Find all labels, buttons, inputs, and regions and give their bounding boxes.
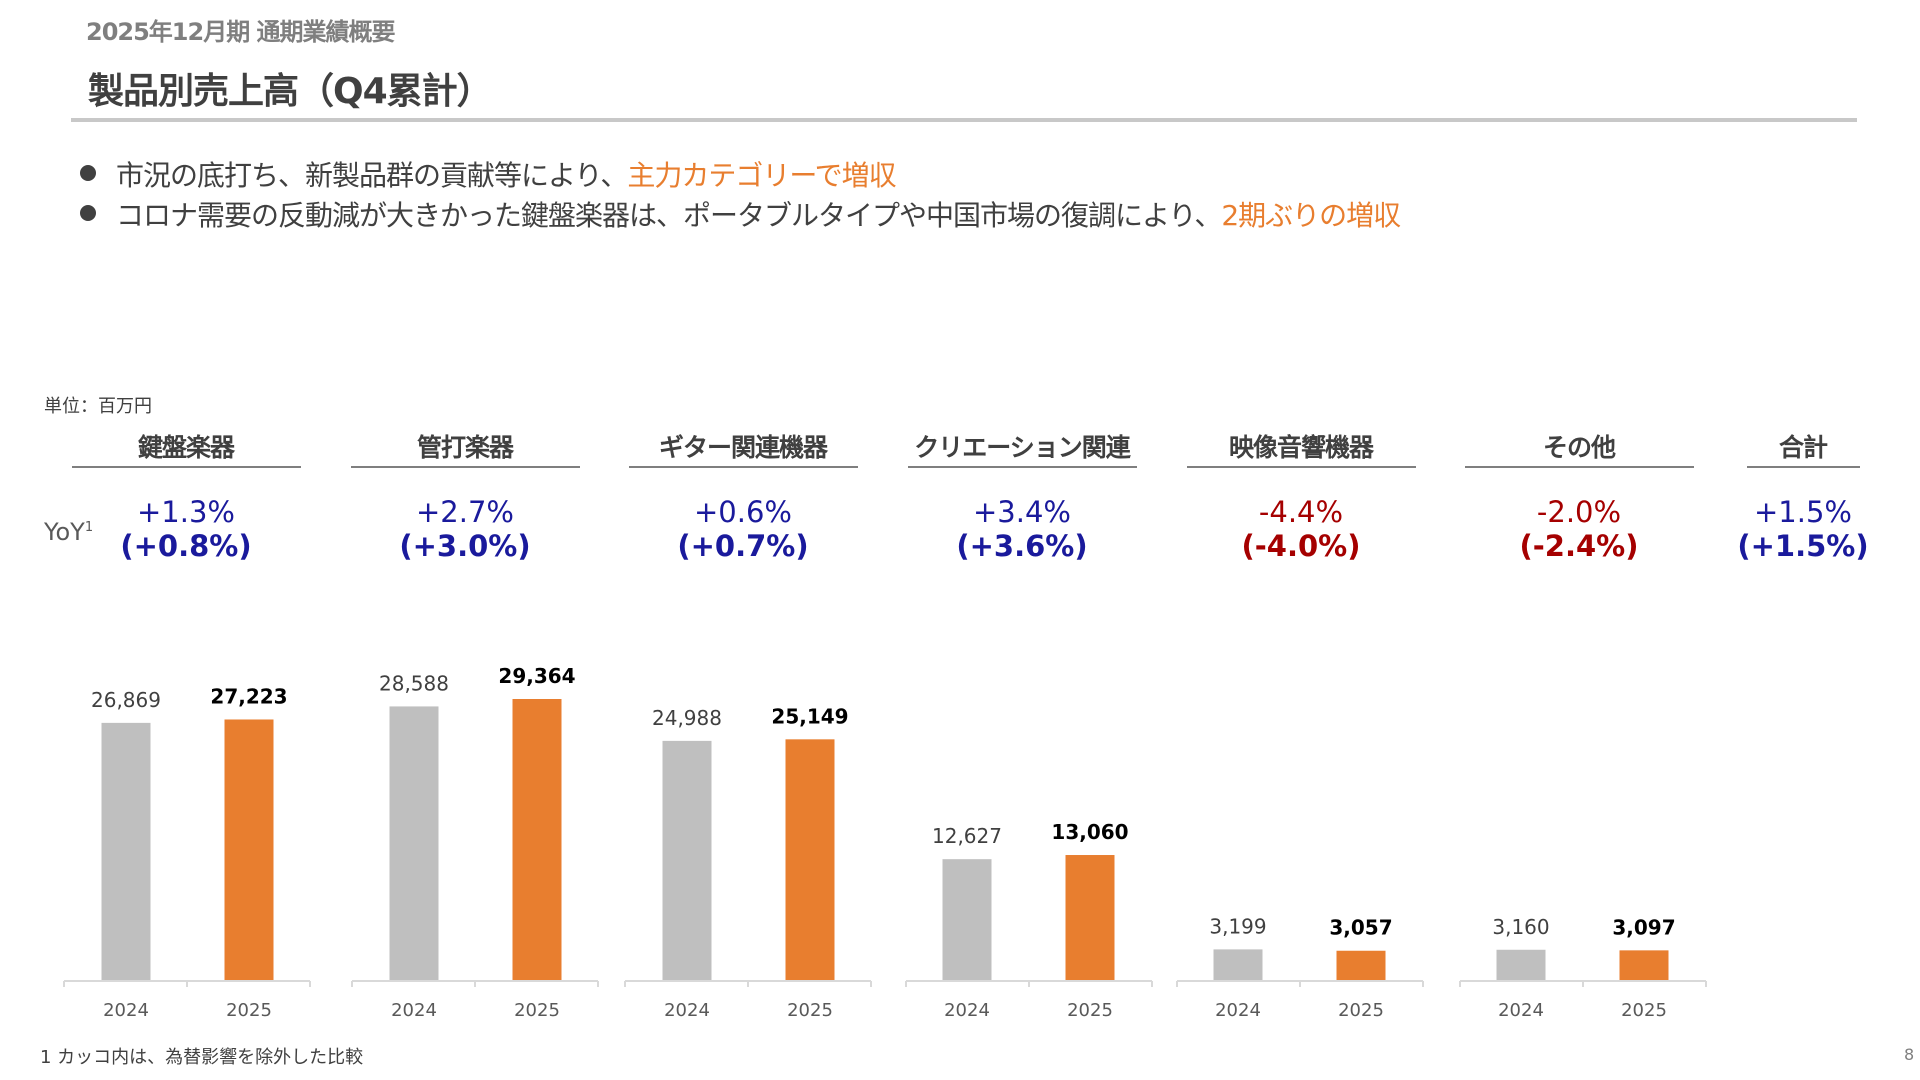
segment-header: 合計 <box>1746 428 1860 468</box>
title-divider <box>71 118 1857 122</box>
bar-2024 <box>1496 949 1546 980</box>
section-subtitle: 2025年12月期 通期業績概要 <box>86 18 396 46</box>
bar-2024 <box>101 722 151 980</box>
footnote: 1 カッコ内は、為替影響を除外した比較 <box>40 1047 364 1068</box>
x-tick-label: 2025 <box>1067 1000 1113 1021</box>
x-tick-label: 2025 <box>1338 1000 1384 1021</box>
segment-column: 映像音響機器 -4.4% (-4.0%) <box>1186 428 1416 563</box>
x-tick-label: 2024 <box>1215 1000 1261 1021</box>
yoy-value: -4.4% <box>1258 495 1344 529</box>
yoy-value: +0.6% <box>694 495 792 529</box>
bar-2024 <box>942 859 992 980</box>
segment-column: 鍵盤楽器 +1.3% (+0.8%) <box>71 428 301 563</box>
data-label: 3,160 <box>1492 915 1549 939</box>
segment-header: 映像音響機器 <box>1186 428 1416 468</box>
yoy-label: YoY1 <box>44 518 93 546</box>
x-tick-label: 2025 <box>226 1000 272 1021</box>
bullet-text: コロナ需要の反動減が大きかった鍵盤楽器は、ポータブルタイプや中国市場の復調により… <box>116 199 1222 232</box>
x-tick-label: 2024 <box>1498 1000 1544 1021</box>
data-label: 29,364 <box>498 664 575 688</box>
data-label: 28,588 <box>379 671 449 695</box>
bullet-dot-icon <box>80 205 96 221</box>
bar-2025 <box>224 719 274 980</box>
bar-2024 <box>389 706 439 980</box>
segment-column: クリエーション関連 +3.4% (+3.6%) <box>907 428 1137 563</box>
data-label: 25,149 <box>771 704 848 728</box>
segment-column: ギター関連機器 +0.6% (+0.7%) <box>628 428 858 563</box>
segment-header: ギター関連機器 <box>628 428 858 468</box>
data-label: 3,199 <box>1209 914 1266 938</box>
x-tick-label: 2025 <box>1621 1000 1667 1021</box>
yoy-value: +1.5% <box>1754 495 1852 529</box>
yoy-fx-adjusted-value: (+0.7%) <box>677 529 809 563</box>
bar-2024 <box>1213 949 1263 980</box>
x-tick-label: 2024 <box>391 1000 437 1021</box>
bar-2025 <box>1336 950 1386 980</box>
yoy-fx-adjusted-value: (+0.8%) <box>120 529 252 563</box>
bullet-text: 市況の底打ち、新製品群の貢献等により、 <box>116 159 628 192</box>
bullet-highlight: 2期ぶりの増収 <box>1221 199 1401 232</box>
x-tick-label: 2024 <box>664 1000 710 1021</box>
segment-column: その他 -2.0% (-2.4%) <box>1464 428 1694 563</box>
yoy-fx-adjusted-value: (-4.0%) <box>1241 529 1361 563</box>
data-label: 27,223 <box>210 684 287 708</box>
bar-2025 <box>1619 950 1669 980</box>
segment-header: クリエーション関連 <box>907 428 1137 468</box>
yoy-value: +2.7% <box>416 495 514 529</box>
yoy-fx-adjusted-value: (+3.6%) <box>956 529 1088 563</box>
data-label: 26,869 <box>91 688 161 712</box>
yoy-label-text: YoY <box>44 518 85 546</box>
bar-2024 <box>662 740 712 980</box>
yoy-fx-adjusted-value: (+1.5%) <box>1737 529 1869 563</box>
yoy-fx-adjusted-value: (+3.0%) <box>399 529 531 563</box>
bar-2025 <box>1065 855 1115 980</box>
x-tick-label: 2024 <box>944 1000 990 1021</box>
bullet-highlight: 主力カテゴリーで増収 <box>627 159 896 192</box>
data-label: 13,060 <box>1051 820 1128 844</box>
page-title: 製品別売上高（Q4累計） <box>88 71 493 112</box>
unit-label: 単位：百万円 <box>44 396 152 417</box>
bullet-1: 市況の底打ち、新製品群の貢献等により、主力カテゴリーで増収 <box>80 154 897 194</box>
segment-header: その他 <box>1464 428 1694 468</box>
data-label: 12,627 <box>932 824 1002 848</box>
page-number: 8 <box>1904 1045 1915 1064</box>
yoy-value: -2.0% <box>1536 495 1622 529</box>
data-label: 3,097 <box>1612 915 1675 939</box>
yoy-footnote-mark: 1 <box>84 520 94 535</box>
x-tick-label: 2025 <box>514 1000 560 1021</box>
yoy-value: +1.3% <box>137 495 235 529</box>
segment-header: 管打楽器 <box>350 428 580 468</box>
x-tick-label: 2025 <box>787 1000 833 1021</box>
bar-2025 <box>785 739 835 980</box>
data-label: 24,988 <box>652 706 722 730</box>
x-tick-label: 2024 <box>103 1000 149 1021</box>
yoy-value: +3.4% <box>973 495 1071 529</box>
segment-column: 合計 +1.5% (+1.5%) <box>1737 428 1868 563</box>
yoy-fx-adjusted-value: (-2.4%) <box>1519 529 1639 563</box>
bullet-dot-icon <box>80 165 96 181</box>
segment-header: 鍵盤楽器 <box>71 428 301 468</box>
bar-2025 <box>512 699 562 980</box>
segment-column: 管打楽器 +2.7% (+3.0%) <box>350 428 580 563</box>
data-label: 3,057 <box>1329 916 1392 940</box>
bullet-2: コロナ需要の反動減が大きかった鍵盤楽器は、ポータブルタイプや中国市場の復調により… <box>80 194 1401 234</box>
